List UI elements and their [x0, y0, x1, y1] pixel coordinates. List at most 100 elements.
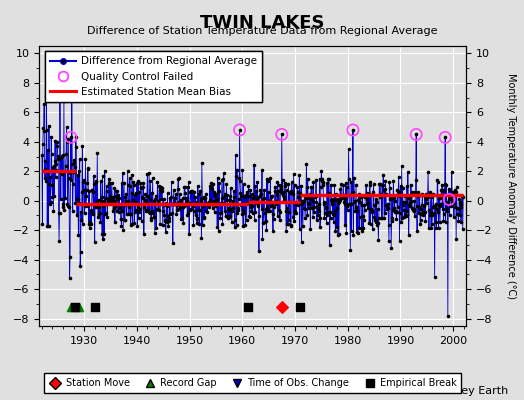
Point [146, 195, 154, 202]
Point [352, 204, 360, 210]
Point [119, 226, 127, 233]
Point [343, 206, 352, 213]
Point [329, 196, 337, 203]
Point [149, 214, 158, 220]
Point [258, 236, 267, 242]
Text: TWIN LAKES: TWIN LAKES [200, 14, 324, 32]
Point [62, 151, 70, 157]
Point [64, 174, 73, 181]
Point [339, 193, 347, 199]
Point [202, 200, 211, 206]
Point [60, 97, 68, 104]
Legend: Station Move, Record Gap, Time of Obs. Change, Empirical Break: Station Move, Record Gap, Time of Obs. C… [44, 374, 462, 393]
Point [281, 180, 289, 186]
Point [90, 181, 99, 187]
Point [112, 187, 121, 194]
Point [322, 205, 330, 211]
Point [107, 180, 116, 186]
Point [223, 192, 232, 198]
Point [316, 184, 325, 190]
Point [42, 93, 50, 100]
Point [69, 169, 78, 175]
Point [133, 180, 141, 187]
Point [94, 197, 103, 203]
Point [418, 191, 427, 198]
Point [430, 210, 439, 216]
Point [141, 206, 150, 213]
Point [318, 178, 326, 184]
Point [313, 203, 322, 210]
Point [171, 195, 179, 201]
Point [278, 190, 287, 196]
Point [102, 195, 110, 201]
Point [115, 209, 123, 215]
Point [303, 184, 311, 190]
Point [96, 178, 105, 184]
Point [450, 214, 458, 220]
Point [208, 186, 216, 192]
Point [230, 194, 238, 200]
Point [340, 199, 348, 205]
Point [110, 184, 118, 191]
Point [272, 189, 281, 195]
Point [186, 189, 194, 195]
Point [371, 202, 379, 208]
Point [265, 198, 274, 204]
Point [360, 217, 368, 223]
Point [349, 127, 357, 133]
Point [42, 178, 50, 184]
Point [114, 192, 123, 198]
Point [278, 131, 286, 138]
Point [348, 190, 356, 196]
Point [439, 205, 447, 212]
Point [327, 182, 335, 189]
Point [311, 192, 319, 198]
Point [370, 216, 379, 223]
Point [449, 189, 457, 195]
Point [354, 197, 363, 203]
Point [419, 209, 427, 215]
Point [387, 218, 396, 224]
Point [379, 171, 387, 178]
Point [383, 203, 391, 209]
Point [46, 174, 54, 181]
Point [301, 215, 309, 221]
Point [440, 211, 448, 217]
Point [104, 196, 112, 202]
Point [307, 183, 315, 190]
Point [244, 199, 252, 206]
Point [224, 215, 232, 222]
Point [51, 174, 60, 180]
Point [251, 209, 259, 216]
Text: Difference of Station Temperature Data from Regional Average: Difference of Station Temperature Data f… [87, 26, 437, 36]
Point [170, 200, 178, 207]
Point [71, 304, 79, 310]
Point [156, 186, 164, 193]
Point [132, 189, 140, 196]
Point [217, 210, 225, 216]
Point [408, 205, 417, 211]
Point [110, 198, 118, 204]
Point [428, 221, 436, 227]
Point [380, 186, 389, 192]
Point [383, 206, 391, 212]
Point [127, 190, 136, 197]
Point [165, 214, 173, 221]
Point [194, 182, 202, 189]
Point [67, 177, 75, 184]
Point [199, 222, 207, 228]
Point [224, 205, 232, 211]
Point [445, 196, 453, 203]
Point [67, 304, 75, 310]
Point [337, 181, 345, 188]
Point [71, 200, 80, 206]
Point [210, 189, 218, 196]
Point [433, 206, 441, 212]
Point [198, 195, 206, 202]
Point [121, 194, 129, 200]
Point [40, 166, 49, 172]
Point [234, 205, 243, 211]
Point [193, 216, 202, 222]
Point [285, 209, 293, 216]
Point [173, 207, 181, 214]
